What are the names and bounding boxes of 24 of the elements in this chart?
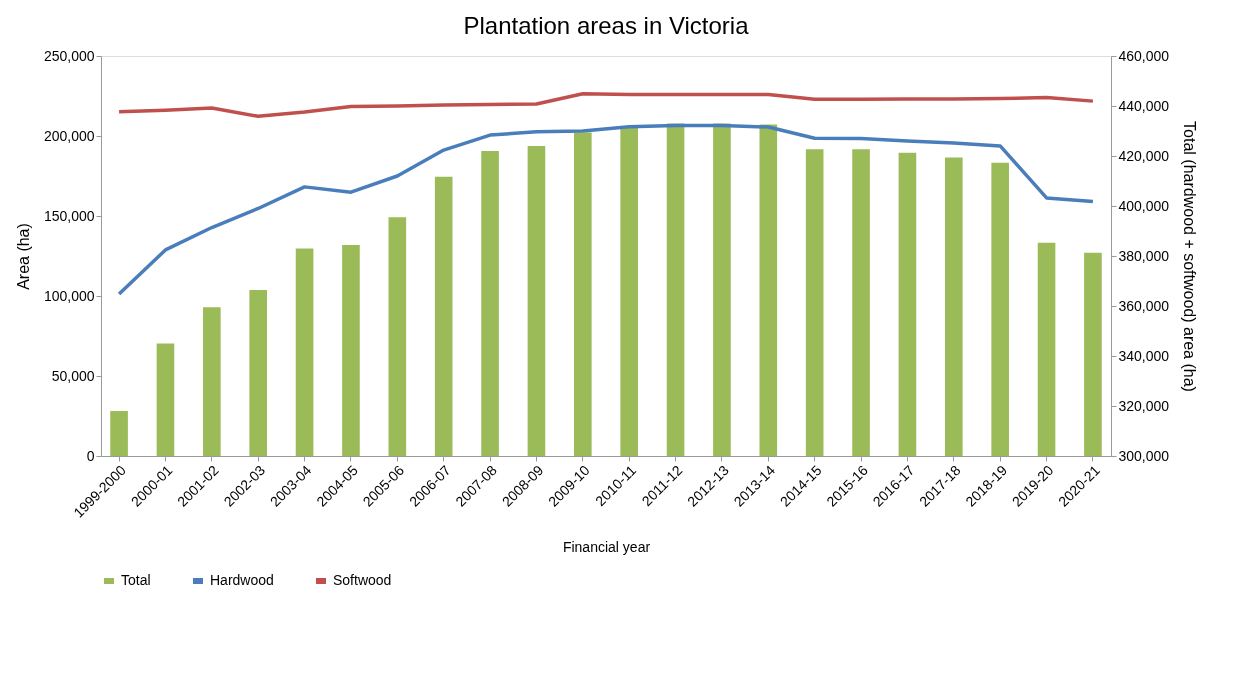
y2-tick-label: 340,000 — [1118, 347, 1170, 364]
y-tick-label: 0 — [86, 447, 95, 464]
y2-tick-label: 460,000 — [1118, 47, 1170, 64]
line-series — [117, 123, 1095, 296]
chart-title: Plantation areas in Victoria — [463, 12, 750, 39]
y2-tick-label: 320,000 — [1118, 397, 1170, 414]
y-axis-title: Area (ha) — [14, 223, 32, 290]
y-tick-label: 250,000 — [43, 47, 95, 64]
x-axis-title: Financial year — [562, 538, 651, 555]
legend-label: Softwood — [333, 572, 392, 588]
legend-label: Hardwood — [210, 572, 274, 588]
y-tick-label: 150,000 — [43, 207, 95, 224]
y2-tick-label: 400,000 — [1118, 197, 1170, 214]
legend-label: Total — [121, 572, 151, 588]
y-tick-label: 200,000 — [43, 127, 95, 144]
y2-axis-title: Total (hardwood + softwood) area (ha) — [1181, 121, 1199, 392]
line-series — [117, 92, 1095, 119]
y2-tick-label: 380,000 — [1118, 247, 1170, 264]
y2-tick-label: 420,000 — [1118, 147, 1170, 164]
y2-tick-label: 300,000 — [1118, 447, 1170, 464]
y2-tick-label: 360,000 — [1118, 297, 1170, 314]
y-tick-label: 50,000 — [51, 367, 95, 384]
y-tick-label: 100,000 — [43, 287, 95, 304]
y2-tick-label: 440,000 — [1118, 97, 1170, 114]
